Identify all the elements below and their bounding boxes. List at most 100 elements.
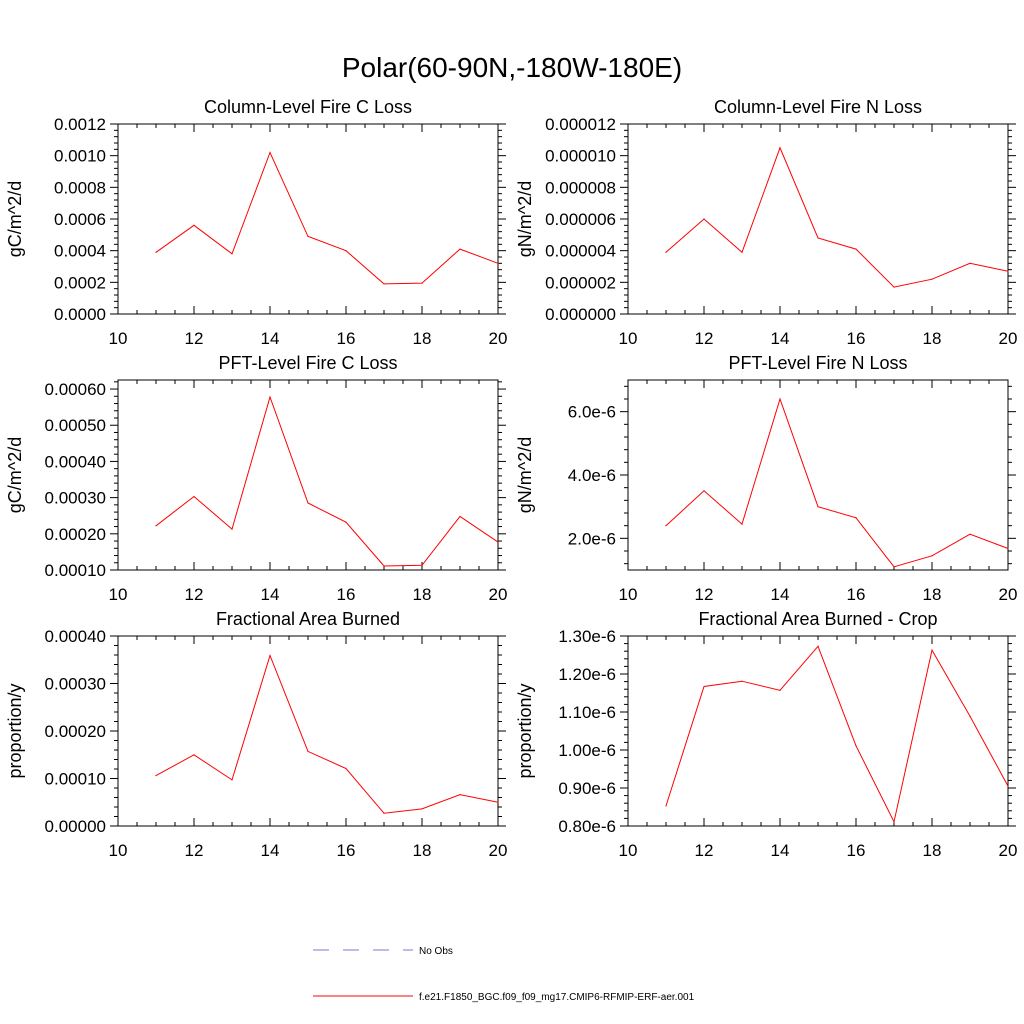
- panel-5: 10 12 14 16 18 20 0.00000 0.00010 0.00020 0.00030…: [5, 609, 507, 860]
- data-point: [817, 506, 819, 508]
- x-tick-label: 20: [489, 329, 508, 348]
- data-point: [779, 147, 781, 149]
- x-tick-label: 12: [695, 585, 714, 604]
- data-point: [269, 654, 271, 657]
- x-tick-label: 16: [847, 585, 866, 604]
- data-point: [155, 525, 157, 527]
- x-tick-label: 20: [999, 329, 1018, 348]
- data-point: [931, 555, 933, 557]
- data-point: [345, 250, 347, 252]
- y-tick-label: 1.10e-6: [558, 703, 616, 722]
- panel-1: 10 12 14 16 18 20 0.0000 0.0002 0.0004 0.0006 0.00…: [5, 97, 507, 348]
- y-tick-label: 0.000004: [545, 242, 616, 261]
- y-tick-label: 1.30e-6: [558, 627, 616, 646]
- data-point: [817, 645, 819, 647]
- x-tick-label: 20: [489, 841, 508, 860]
- x-tick-label: 18: [413, 329, 432, 348]
- data-point: [345, 767, 347, 770]
- data-point: [497, 801, 499, 803]
- y-axis-label: proportion/y: [515, 683, 535, 778]
- x-tick-label: 10: [109, 585, 128, 604]
- y-tick-label: 0.0000: [54, 305, 106, 324]
- panel-2: 10 12 14 16 18 20 0.000000 0.000002 0.000004 0.00…: [515, 97, 1017, 348]
- panel-title: Fractional Area Burned - Crop: [698, 609, 937, 629]
- data-point: [1007, 547, 1009, 550]
- y-tick-label: 1.20e-6: [558, 665, 616, 684]
- y-tick-label: 0.0008: [54, 178, 106, 197]
- data-point: [855, 517, 857, 519]
- y-tick-label: 0.00010: [45, 561, 106, 580]
- series-line: [665, 397, 1009, 568]
- legend: No Obs f.e21.F1850_BGC.f09_f09_mg17.CMIP…: [313, 946, 695, 1003]
- y-axis-label: gN/m^2/d: [515, 437, 535, 513]
- data-point: [665, 251, 667, 253]
- data-point: [969, 715, 971, 717]
- data-point: [231, 528, 233, 530]
- data-point: [421, 808, 423, 810]
- data-point: [1007, 785, 1009, 787]
- y-axis-label: proportion/y: [5, 683, 25, 778]
- x-tick-label: 18: [923, 329, 942, 348]
- y-tick-label: 0.0004: [54, 242, 106, 261]
- data-point: [155, 775, 157, 777]
- x-tick-label: 10: [619, 841, 638, 860]
- y-tick-label: 0.000010: [545, 147, 616, 166]
- data-point: [855, 248, 857, 250]
- data-point: [741, 523, 743, 525]
- data-point: [421, 282, 423, 284]
- x-tick-label: 20: [999, 841, 1018, 860]
- x-tick-label: 16: [847, 841, 866, 860]
- y-tick-label: 0.00050: [45, 416, 106, 435]
- data-point: [383, 565, 385, 567]
- y-tick-label: 0.00040: [45, 452, 106, 471]
- y-tick-label: 0.0002: [54, 273, 106, 292]
- panel-title: PFT-Level Fire N Loss: [728, 353, 907, 373]
- data-point: [345, 521, 347, 523]
- series-line: [155, 151, 499, 285]
- data-point: [383, 812, 385, 814]
- x-tick-label: 16: [337, 841, 356, 860]
- data-point: [193, 754, 195, 756]
- x-tick-label: 14: [261, 841, 280, 860]
- data-point: [703, 218, 705, 220]
- x-tick-label: 14: [261, 329, 280, 348]
- y-tick-label: 0.000006: [545, 210, 616, 229]
- data-point: [931, 278, 933, 280]
- data-point: [741, 251, 743, 253]
- panel-title: Column-Level Fire C Loss: [204, 97, 412, 117]
- x-tick-label: 12: [695, 329, 714, 348]
- data-point: [1007, 270, 1009, 272]
- y-tick-label: 1.00e-6: [558, 741, 616, 760]
- panel-frame: [627, 635, 1009, 827]
- data-point: [817, 237, 819, 239]
- data-point: [893, 566, 895, 568]
- y-tick-label: 0.00060: [45, 380, 106, 399]
- x-tick-label: 10: [619, 585, 638, 604]
- data-point: [193, 224, 195, 226]
- series-line: [155, 653, 499, 814]
- x-tick-label: 10: [109, 841, 128, 860]
- y-tick-label: 0.000000: [545, 305, 616, 324]
- data-point: [307, 235, 309, 238]
- x-tick-label: 18: [923, 841, 942, 860]
- data-point: [421, 564, 423, 566]
- panel-frame: [117, 635, 499, 827]
- y-tick-label: 0.80e-6: [558, 817, 616, 836]
- y-tick-label: 6.0e-6: [568, 403, 616, 422]
- data-point: [459, 248, 461, 250]
- x-tick-label: 12: [185, 841, 204, 860]
- x-tick-label: 16: [337, 585, 356, 604]
- data-point: [969, 262, 971, 264]
- x-tick-label: 20: [489, 585, 508, 604]
- data-point: [969, 533, 971, 535]
- x-tick-label: 12: [185, 329, 204, 348]
- legend-obs-label: No Obs: [419, 946, 453, 957]
- legend-case-label: f.e21.F1850_BGC.f09_f09_mg17.CMIP6-RFMIP…: [419, 992, 695, 1003]
- x-tick-label: 14: [771, 841, 790, 860]
- x-tick-label: 18: [923, 585, 942, 604]
- panel-title: Fractional Area Burned: [216, 609, 400, 629]
- data-point: [459, 794, 461, 796]
- figure-title: Polar(60-90N,-180W-180E): [342, 52, 682, 83]
